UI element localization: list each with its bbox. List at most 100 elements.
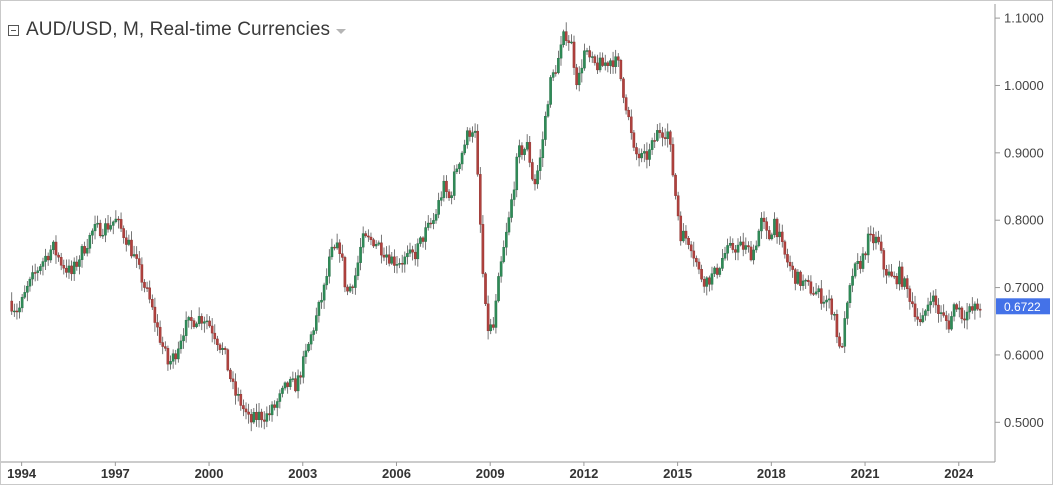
candle-up: [426, 222, 430, 228]
candle-up: [473, 130, 477, 133]
candle-up: [93, 223, 97, 232]
candle-up: [801, 280, 805, 286]
x-tick-label: 2015: [663, 466, 692, 481]
candle-up: [88, 235, 92, 249]
candle-down: [429, 222, 433, 225]
candle-down: [859, 261, 862, 269]
candle-down: [46, 255, 50, 261]
y-tick-label: 0.8000: [1004, 213, 1044, 228]
candle-down: [393, 256, 396, 266]
candle-up: [39, 266, 42, 271]
candle-up: [252, 412, 256, 423]
candle-up: [814, 291, 818, 295]
candle-up: [328, 256, 331, 277]
candle-up: [523, 149, 526, 155]
candle-up: [843, 318, 847, 347]
candle-down: [148, 287, 151, 300]
collapse-toggle-icon[interactable]: [8, 24, 19, 36]
candle-down: [54, 241, 58, 256]
candle-up: [822, 301, 826, 304]
candle-down: [575, 67, 578, 86]
candle-down: [239, 394, 243, 406]
candle-down: [421, 237, 425, 242]
candle-up: [666, 131, 670, 139]
candle-up: [887, 271, 891, 276]
candle-up: [968, 306, 971, 313]
last-price-label-bg: [996, 298, 1050, 315]
candle-down: [143, 282, 146, 288]
candle-down: [364, 233, 368, 237]
candle-down: [75, 261, 79, 267]
candle-down: [762, 217, 766, 222]
candle-up: [187, 317, 191, 321]
candle-down: [629, 116, 633, 133]
candle-up: [682, 230, 685, 242]
candle-up: [757, 230, 761, 247]
candle-down: [341, 253, 344, 258]
candle-down: [669, 131, 672, 145]
candle-down: [208, 320, 211, 327]
candle-down: [153, 306, 157, 323]
x-tick-label: 2006: [382, 466, 411, 481]
candle-up: [275, 401, 279, 408]
candle-up: [804, 279, 807, 282]
candle-down: [955, 304, 958, 310]
candle-up: [455, 168, 459, 172]
y-tick-label: 1.0000: [1004, 78, 1044, 93]
candle-down: [892, 275, 896, 278]
candle-up: [52, 241, 55, 251]
candle-up: [754, 245, 758, 251]
candle-down: [244, 408, 248, 413]
candle-down: [838, 336, 841, 347]
candle-down: [338, 242, 342, 254]
candle-up: [361, 233, 365, 248]
candle-up: [91, 230, 94, 236]
candle-up: [18, 307, 21, 313]
candle-down: [658, 130, 662, 133]
candle-down: [687, 238, 690, 245]
candle-up: [559, 44, 563, 59]
candle-down: [840, 346, 844, 348]
candle-up: [648, 149, 651, 160]
candle-up: [309, 334, 313, 345]
candle-down: [200, 316, 204, 324]
candle-up: [957, 307, 961, 310]
candle-up: [114, 218, 118, 223]
x-tick-label: 2003: [288, 466, 317, 481]
candle-down: [767, 230, 771, 240]
candle-up: [505, 231, 508, 248]
candle-up: [853, 263, 857, 277]
x-tick-label: 2024: [944, 466, 974, 481]
candle-up: [320, 299, 323, 303]
candle-up: [549, 77, 552, 105]
candle-down: [809, 281, 813, 294]
candle-up: [377, 242, 381, 245]
candle-down: [695, 257, 698, 263]
candle-up: [515, 156, 519, 191]
candle-up: [182, 335, 185, 342]
candle-down: [890, 271, 893, 277]
candle-up: [312, 330, 315, 335]
candle-up: [614, 56, 617, 67]
candle-up: [551, 72, 555, 78]
candle-up: [356, 262, 360, 276]
candle-down: [970, 306, 974, 311]
candle-up: [109, 225, 112, 230]
candle-up: [104, 223, 107, 236]
candle-down: [806, 279, 810, 282]
candle-down: [533, 178, 537, 185]
candle-up: [127, 239, 131, 245]
candle-up: [773, 218, 776, 236]
candle-down: [372, 239, 375, 247]
legend-dropdown-icon[interactable]: [336, 28, 347, 34]
candle-up: [728, 243, 732, 246]
chart-legend[interactable]: AUD/USD, M, Real-time Currencies: [8, 18, 347, 42]
candle-up: [525, 142, 529, 150]
ticks-layer: 0.5000 0.6000 0.7000 0.8000 0.9000 1.0000 1.10…: [7, 11, 1044, 481]
candle-down: [411, 249, 414, 253]
candle-down: [676, 195, 680, 217]
candle-down: [156, 322, 159, 328]
candle-down: [161, 342, 165, 347]
candle-down: [645, 151, 649, 160]
